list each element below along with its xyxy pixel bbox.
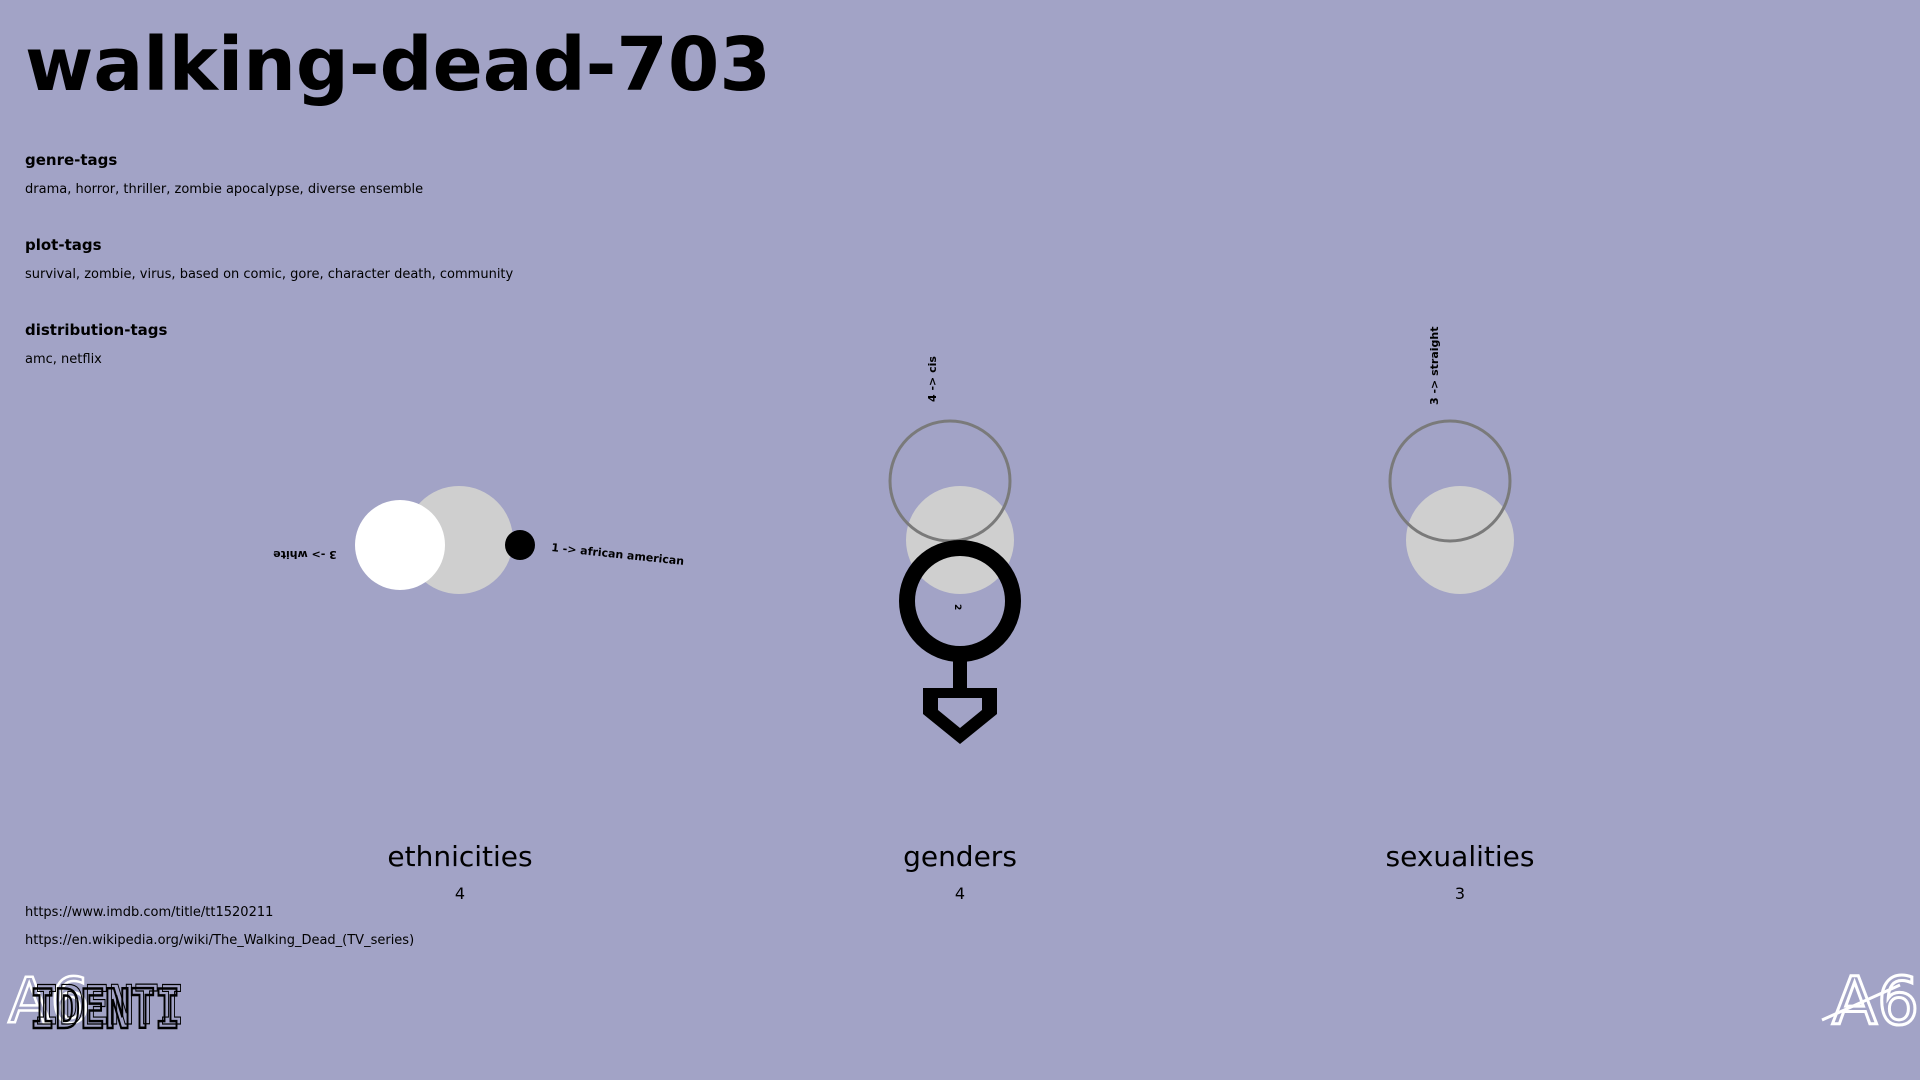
genders-label: genders <box>810 840 1110 873</box>
male-symbol-arrow <box>923 688 997 744</box>
wikipedia-link[interactable]: https://en.wikipedia.org/wiki/The_Walkin… <box>25 933 414 948</box>
white-disc <box>355 500 445 590</box>
identi-logo: A6 IDENTI IDENTI <box>8 964 184 1041</box>
gender-inner-annotation: 2 <box>952 604 962 610</box>
ethnicities-count: 4 <box>310 884 610 903</box>
sexualities-count: 3 <box>1310 884 1610 903</box>
straight-annotation: 3 -> straight <box>1428 327 1441 405</box>
right-logo-mark: A6 <box>1832 963 1919 1040</box>
genders-count: 4 <box>810 884 1110 903</box>
sexualities-glyph: 3 -> straight <box>1390 327 1514 594</box>
right-logo: A6 <box>1822 963 1919 1040</box>
left-logo-text-shadow: IDENTI <box>34 974 184 1037</box>
african-american-disc <box>505 530 535 560</box>
genders-glyph: 4 -> cis 2 <box>890 356 1014 744</box>
imdb-link[interactable]: https://www.imdb.com/title/tt1520211 <box>25 905 273 920</box>
cis-annotation: 4 -> cis <box>926 356 939 402</box>
african-american-annotation: 1 -> african american <box>551 541 685 568</box>
white-annotation: 3 -> white <box>273 548 337 561</box>
sexualities-label: sexualities <box>1310 840 1610 873</box>
ethnicities-glyph: 3 -> white 1 -> african american <box>273 486 685 594</box>
ethnicities-label: ethnicities <box>310 840 610 873</box>
